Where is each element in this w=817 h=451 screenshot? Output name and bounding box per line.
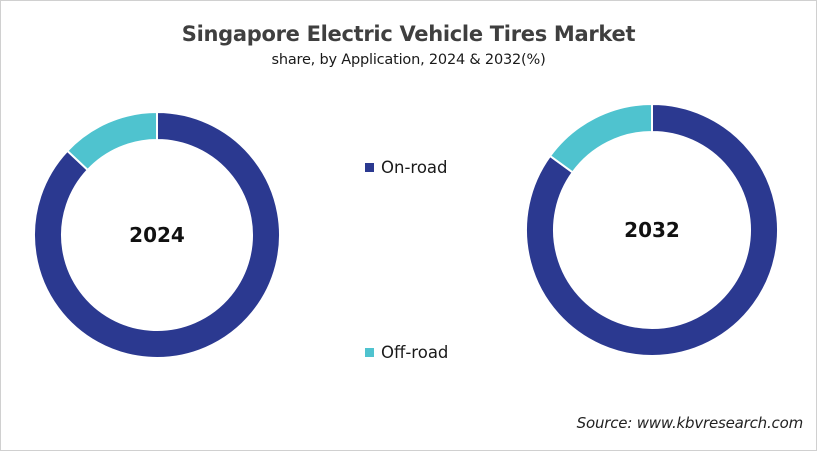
donut-2032-center-label: 2032 [624,218,680,242]
donut-2024 [33,110,281,359]
donut-slice-off-road [548,102,653,174]
donut-slice-on-road [525,102,779,357]
legend-item-off-road: Off-road [365,343,448,362]
legend-swatch-off-road [365,348,374,357]
legend-item-on-road: On-road [365,158,448,177]
donut-slice-on-road [33,110,281,359]
chart-title: Singapore Electric Vehicle Tires Market [181,22,636,46]
legend-label-on-road: On-road [381,158,448,177]
legend-label-off-road: Off-road [381,343,449,362]
chart-subtitle: share, by Application, 2024 & 2032(%) [271,52,546,68]
donut-2032 [525,102,779,357]
source-note: Source: www.kbvresearch.com [576,414,804,432]
donut-slice-off-road [65,110,158,172]
donut-2024-center-label: 2024 [129,223,185,247]
legend-swatch-on-road [365,163,374,172]
